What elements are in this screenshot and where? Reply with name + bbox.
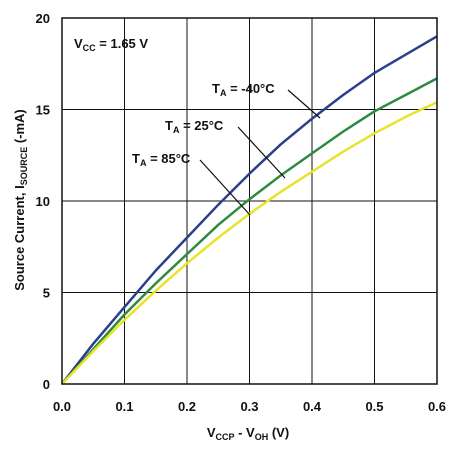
xlabel-mid: - V — [235, 425, 256, 440]
x-tick-label: 0.3 — [240, 399, 258, 414]
xlabel-main: V — [207, 425, 216, 440]
series-label-main: T — [212, 81, 220, 96]
xlabel-sub2: OH — [255, 432, 269, 442]
series-label-tail: = 25°C — [179, 118, 223, 133]
y-tick-label: 0 — [43, 377, 50, 392]
x-tick-label: 0.5 — [365, 399, 383, 414]
series-label-main: T — [132, 151, 140, 166]
vcc-main: V — [74, 36, 83, 51]
series-line-1 — [61, 77, 438, 385]
series-label-2: TA = 85°C — [132, 151, 191, 168]
y-tick-label: 15 — [36, 103, 50, 118]
x-axis-label: VCCP - VOH (V) — [207, 425, 289, 442]
ylabel-tail: (-mA) — [12, 109, 27, 147]
y-axis-label: Source Current, ISOURCE (-mA) — [12, 109, 29, 291]
x-tick-label: 0.6 — [428, 399, 446, 414]
xlabel-sub1: CCP — [215, 432, 234, 442]
grid — [62, 18, 437, 384]
series-label-sub: A — [140, 158, 147, 168]
series-label-tail: = -40°C — [226, 81, 275, 96]
ylabel-sub: SOURCE — [19, 147, 29, 186]
series-label-leader-0 — [287, 89, 321, 119]
vcc-annotation: VCC = 1.65 V — [74, 36, 148, 53]
series-label-leader-2 — [199, 159, 251, 216]
x-tick-label: 0.4 — [303, 399, 322, 414]
series-label-sub: A — [173, 125, 180, 135]
series-label-0: TA = -40°C — [212, 81, 275, 98]
tick-labels: 0.0 0.1 0.2 0.3 0.4 0.5 0.6 0 5 10 15 20 — [36, 11, 447, 414]
ylabel-main: Source Current, I — [12, 185, 27, 290]
series-labels: TA = -40°CTA = 25°CTA = 85°C — [132, 81, 321, 216]
series-label-leader-1 — [237, 126, 286, 179]
vcc-sub: CC — [83, 43, 96, 53]
series-line-0 — [61, 35, 438, 385]
x-tick-label: 0.0 — [53, 399, 71, 414]
x-tick-label: 0.1 — [115, 399, 133, 414]
series-label-1: TA = 25°C — [165, 118, 224, 135]
xlabel-tail: (V) — [268, 425, 289, 440]
y-tick-label: 20 — [36, 11, 50, 26]
plot-frame — [61, 17, 438, 385]
y-tick-label: 5 — [43, 286, 50, 301]
series-label-sub: A — [220, 88, 227, 98]
vcc-tail: = 1.65 V — [96, 36, 149, 51]
series-label-tail: = 85°C — [146, 151, 190, 166]
y-tick-label: 10 — [36, 194, 50, 209]
x-tick-label: 0.2 — [178, 399, 196, 414]
series-label-main: T — [165, 118, 173, 133]
